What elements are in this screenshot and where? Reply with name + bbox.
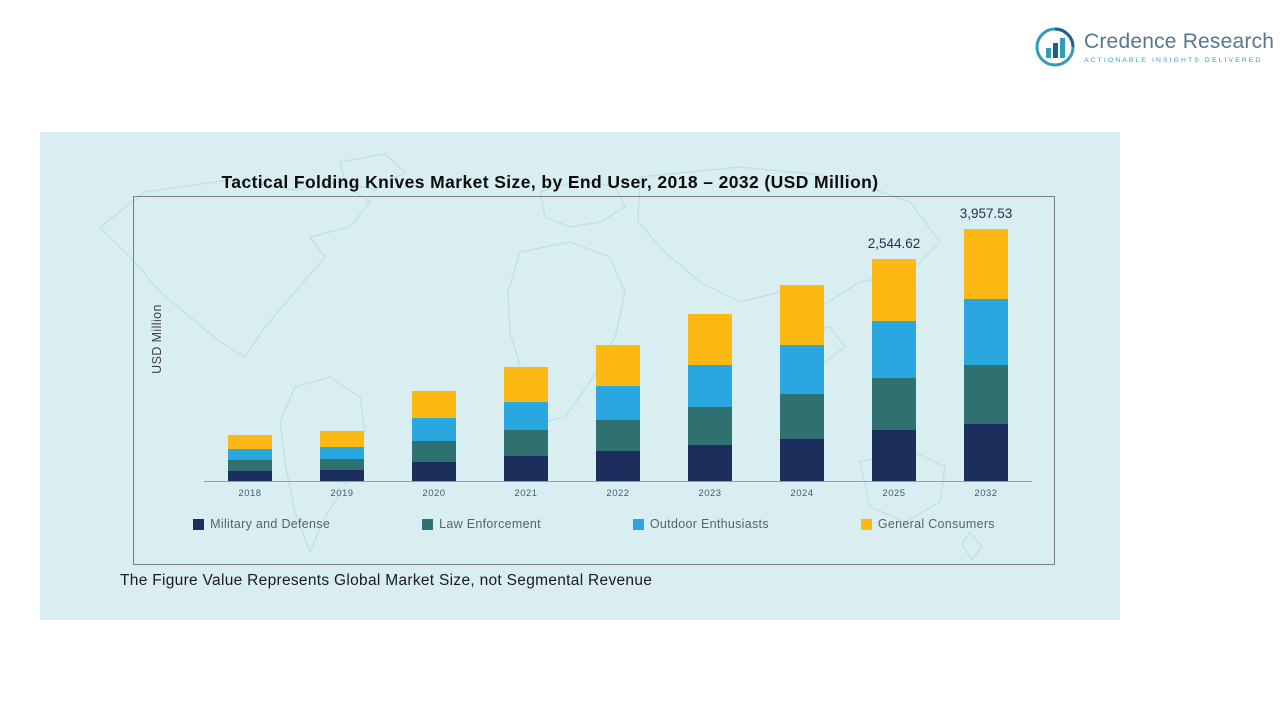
bar-segment-military-and-defense <box>596 451 640 481</box>
stacked-bar-plot: 2,544.62 3,957.53 <box>204 206 1032 482</box>
bar-segment-law-enforcement <box>780 394 824 440</box>
legend-item-military-and-defense: Military and Defense <box>193 517 330 531</box>
bar-segment-general-consumers <box>688 314 732 365</box>
logo-tagline: Actionable Insights Delivered <box>1084 57 1263 64</box>
bar-segment-military-and-defense <box>228 470 272 481</box>
bar-total-label: 2,544.62 <box>867 236 921 251</box>
x-axis-tick-label: 2023 <box>698 488 722 499</box>
bar-segment-general-consumers <box>872 259 916 322</box>
x-axis-tick-label: 2022 <box>606 488 630 499</box>
stacked-bar <box>964 229 1008 481</box>
legend-swatch <box>632 518 644 530</box>
bar-segment-outdoor-enthusiasts <box>596 386 640 421</box>
credence-logo-icon <box>1035 27 1075 67</box>
legend-swatch <box>860 518 872 530</box>
legend-item-general-consumers: General Consumers <box>860 517 995 531</box>
chart-panel: Tactical Folding Knives Market Size, by … <box>40 132 1120 620</box>
bar-segment-outdoor-enthusiasts <box>412 417 456 441</box>
bar-segment-military-and-defense <box>688 444 732 481</box>
stacked-bar <box>688 314 732 481</box>
bar-segment-outdoor-enthusiasts <box>688 364 732 407</box>
chart-legend: Military and Defense Law Enforcement Outdo… <box>134 517 1054 531</box>
bar-segment-law-enforcement <box>964 365 1008 425</box>
credence-research-logo: Credence Research Actionable Insights De… <box>1034 26 1274 68</box>
bar-segment-outdoor-enthusiasts <box>320 447 364 460</box>
stacked-bar <box>596 345 640 481</box>
legend-label: Outdoor Enthusiasts <box>649 517 769 531</box>
bar-segment-military-and-defense <box>412 462 456 481</box>
legend-label: Military and Defense <box>210 517 331 531</box>
legend-swatch <box>193 518 205 530</box>
bar-segment-general-consumers <box>780 285 824 346</box>
bar-segment-outdoor-enthusiasts <box>964 299 1008 366</box>
bar-segment-law-enforcement <box>872 378 916 430</box>
bar-group-2025: 2,544.62 <box>848 222 940 481</box>
x-axis-tick-label: 2020 <box>422 488 446 499</box>
figure-note: The Figure Value Represents Global Marke… <box>120 572 653 589</box>
bar-group-2021 <box>480 222 572 481</box>
legend-swatch <box>422 518 434 530</box>
legend-label: General Consumers <box>877 517 995 531</box>
bar-segment-law-enforcement <box>596 420 640 451</box>
stacked-bar <box>320 431 364 481</box>
bar-segment-general-consumers <box>320 431 364 447</box>
x-axis-tick-label: 2019 <box>330 488 354 499</box>
bar-total-label: 3,957.53 <box>959 206 1013 221</box>
bar-segment-military-and-defense <box>320 470 364 481</box>
x-axis-tick-label: 2021 <box>514 488 538 499</box>
bar-segment-general-consumers <box>964 229 1008 300</box>
chart-plot-box: USD Million 2,544.62 3,957.53 2018 2019 202… <box>133 196 1055 565</box>
bar-group-2024 <box>756 222 848 481</box>
x-axis-labels: 2018 2019 2020 2021 2022 2023 2024 2025 2032 <box>204 488 1032 499</box>
bar-segment-outdoor-enthusiasts <box>872 321 916 379</box>
bar-segment-military-and-defense <box>964 424 1008 481</box>
bar-segment-general-consumers <box>504 367 548 402</box>
bar-segment-outdoor-enthusiasts <box>228 449 272 460</box>
y-axis-label-wrap: USD Million <box>132 197 182 480</box>
x-axis-tick-label: 2024 <box>790 488 814 499</box>
bar-group-2023 <box>664 222 756 481</box>
bar-group-2019 <box>296 222 388 481</box>
bar-group-2022 <box>572 222 664 481</box>
bar-segment-general-consumers <box>228 435 272 449</box>
x-axis-tick-label: 2025 <box>882 488 906 499</box>
bar-segment-law-enforcement <box>504 429 548 456</box>
x-axis-tick-label: 2018 <box>238 488 262 499</box>
bar-segment-military-and-defense <box>872 430 916 481</box>
y-axis-label: USD Million <box>150 303 164 374</box>
x-axis-tick-label: 2032 <box>974 488 998 499</box>
stacked-bar <box>872 259 916 481</box>
bar-segment-outdoor-enthusiasts <box>504 402 548 430</box>
stacked-bar <box>412 391 456 481</box>
bar-segment-law-enforcement <box>320 459 364 471</box>
logo-name: Credence Research <box>1084 30 1275 53</box>
legend-item-law-enforcement: Law Enforcement <box>422 517 541 531</box>
bar-segment-law-enforcement <box>412 440 456 462</box>
legend-label: Law Enforcement <box>439 517 541 531</box>
bar-group-2020 <box>388 222 480 481</box>
bar-segment-outdoor-enthusiasts <box>780 345 824 395</box>
bar-segment-law-enforcement <box>228 459 272 471</box>
stacked-bar <box>228 435 272 481</box>
logo-text: Credence Research Actionable Insights De… <box>1084 30 1274 64</box>
bar-segment-general-consumers <box>596 345 640 387</box>
bar-group-2032: 3,957.53 <box>940 206 1032 481</box>
bar-segment-law-enforcement <box>688 406 732 445</box>
bar-group-2018 <box>204 222 296 481</box>
bar-segment-military-and-defense <box>504 455 548 481</box>
chart-title: Tactical Folding Knives Market Size, by … <box>221 172 879 192</box>
legend-item-outdoor-enthusiasts: Outdoor Enthusiasts <box>632 517 769 531</box>
stacked-bar <box>504 367 548 481</box>
bar-segment-military-and-defense <box>780 439 824 481</box>
bar-segment-general-consumers <box>412 391 456 418</box>
stacked-bar <box>780 285 824 481</box>
